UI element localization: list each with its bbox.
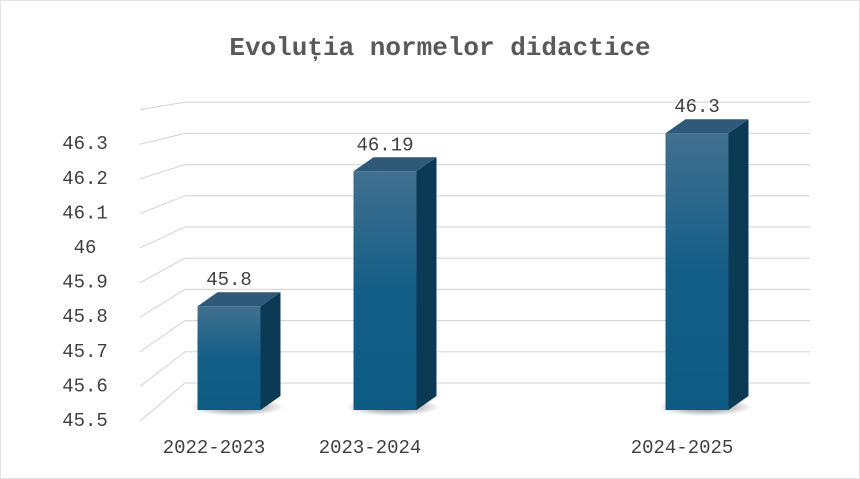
grid-line <box>139 101 810 111</box>
y-tick-label: 45.6 <box>62 375 108 397</box>
y-tick-label: 46.2 <box>62 168 108 190</box>
grid-line <box>139 226 810 249</box>
grid-line <box>139 164 810 180</box>
x-tick-label: 2022-2023 <box>163 437 266 459</box>
y-tick-label: 45.5 <box>62 410 108 432</box>
grid-line <box>139 382 810 422</box>
x-tick-label: 2024-2025 <box>631 437 734 459</box>
bar <box>197 306 261 410</box>
bar-side <box>728 119 749 410</box>
x-tick-label: 2023-2024 <box>319 437 422 459</box>
grid-line <box>139 132 810 145</box>
bar <box>353 171 417 410</box>
y-tick-label: 46.3 <box>62 133 108 155</box>
grid-line <box>139 351 810 387</box>
grid-line <box>139 257 810 284</box>
data-label: 46.3 <box>674 96 720 118</box>
bar-top <box>197 292 281 307</box>
bar-top <box>665 119 749 134</box>
data-label: 46.19 <box>356 134 413 156</box>
bar-side <box>260 292 281 410</box>
y-tick-label: 46.1 <box>62 202 108 224</box>
y-tick-label: 45.9 <box>62 272 108 294</box>
chart-title: Evoluția normelor didactice <box>229 33 650 63</box>
data-label: 45.8 <box>206 269 252 291</box>
bar-side <box>416 157 437 410</box>
bar-top <box>353 157 437 172</box>
y-tick-label: 45.7 <box>62 341 108 363</box>
grid-line <box>139 288 810 318</box>
y-tick-label: 45.8 <box>62 306 108 328</box>
bar <box>665 133 729 410</box>
y-tick-label: 46 <box>74 237 97 259</box>
grid-line <box>139 195 810 214</box>
grid-line <box>139 320 810 353</box>
